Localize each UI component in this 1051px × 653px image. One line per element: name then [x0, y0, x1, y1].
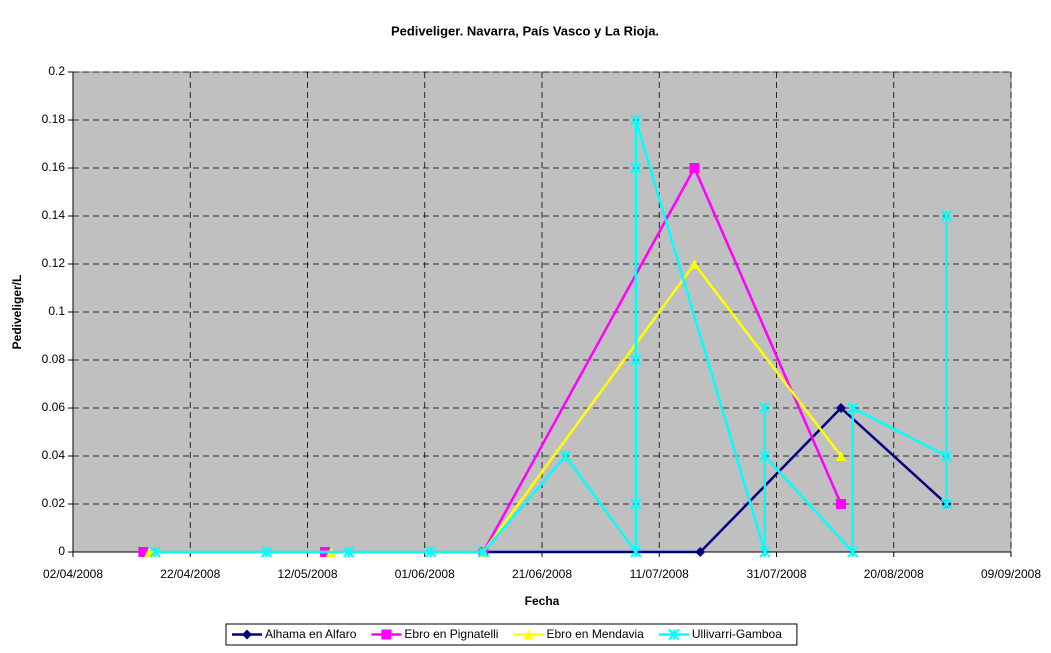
- marker: [835, 499, 846, 509]
- marker: [759, 450, 771, 462]
- marker: [424, 546, 437, 558]
- marker: [835, 451, 846, 461]
- marker: [847, 402, 859, 414]
- marker: [940, 498, 953, 510]
- marker: [342, 546, 355, 558]
- legend-label: Alhama en Alfaro: [265, 627, 357, 641]
- x-tick-label: 12/05/2008: [277, 567, 337, 581]
- marker: [759, 402, 771, 414]
- marker: [668, 628, 680, 641]
- y-axis-label: Pediveliger/L: [10, 275, 24, 350]
- x-tick-label: 22/04/2008: [160, 567, 220, 581]
- x-tick-label: 01/06/2008: [395, 567, 455, 581]
- y-tick-label: 0.16: [42, 160, 66, 174]
- y-tick-label: 0.02: [42, 496, 66, 510]
- marker: [242, 629, 252, 640]
- y-tick-label: 0.2: [48, 64, 65, 78]
- legend-label: Ebro en Mendavia: [546, 627, 644, 641]
- marker: [835, 403, 846, 413]
- marker: [630, 546, 642, 558]
- y-tick-label: 0.04: [42, 448, 66, 462]
- x-tick-label: 31/07/2008: [746, 567, 806, 581]
- marker: [630, 498, 642, 510]
- marker: [940, 450, 953, 462]
- y-tick-label: 0.1: [48, 304, 65, 318]
- marker: [523, 629, 534, 640]
- y-tick-label: 0.18: [42, 112, 66, 126]
- marker: [630, 354, 642, 366]
- marker: [695, 547, 706, 557]
- legend-box: [225, 623, 798, 646]
- marker: [630, 162, 642, 174]
- marker: [149, 546, 161, 558]
- marker: [940, 210, 953, 222]
- marker: [759, 546, 771, 558]
- marker: [477, 546, 490, 558]
- legend-label: Ebro en Pignatelli: [404, 627, 498, 641]
- y-tick-label: 0.06: [42, 400, 66, 414]
- marker: [630, 114, 642, 126]
- marker: [559, 450, 572, 462]
- x-axis-label: Fecha: [525, 594, 560, 608]
- marker: [138, 547, 149, 557]
- marker: [260, 546, 273, 558]
- y-tick-label: 0.12: [42, 256, 66, 270]
- legend-label: Ullivarri-Gamboa: [692, 627, 782, 641]
- x-tick-label: 11/07/2008: [630, 567, 689, 581]
- marker: [689, 259, 700, 269]
- marker: [847, 546, 859, 558]
- x-tick-label: 20/08/2008: [864, 567, 924, 581]
- legend: Alhama en Alfaro Ebro en Pignatelli Ebro e…: [225, 623, 798, 646]
- x-tick-label: 09/09/2008: [981, 567, 1041, 581]
- marker: [689, 163, 700, 173]
- x-tick-label: 21/06/2008: [512, 567, 572, 581]
- x-tick-label: 02/04/2008: [43, 567, 103, 581]
- y-tick-label: 0.08: [42, 352, 66, 366]
- y-tick-label: 0: [58, 544, 65, 558]
- chart-title: Pediveliger. Navarra, País Vasco y La Ri…: [391, 23, 659, 38]
- marker: [381, 629, 392, 640]
- y-tick-label: 0.14: [42, 208, 66, 222]
